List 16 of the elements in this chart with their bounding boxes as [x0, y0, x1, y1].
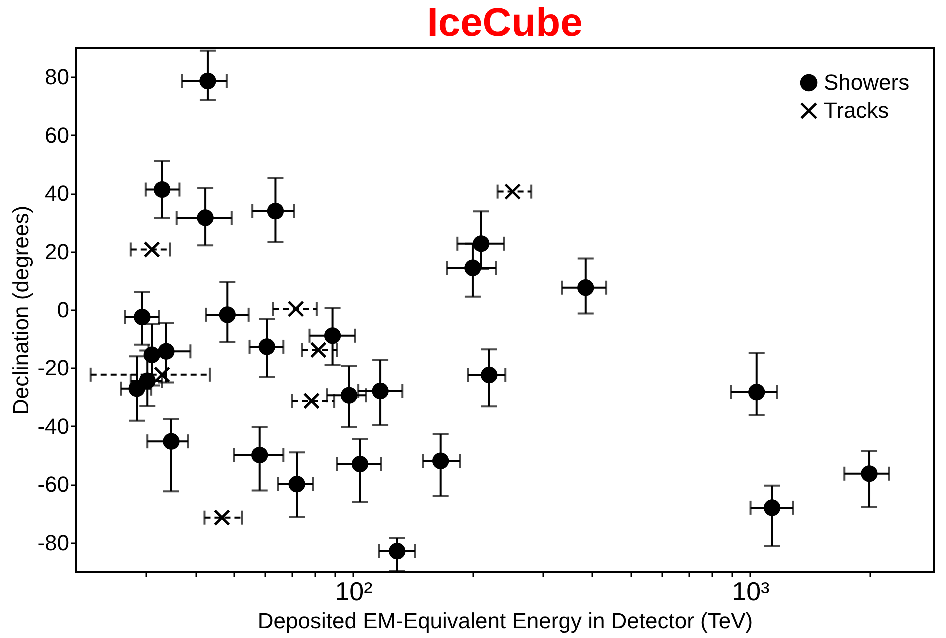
y-tick-label: -20	[38, 356, 70, 381]
x-tick-label: 10³	[732, 576, 770, 606]
y-tick-label: 80	[45, 64, 70, 90]
y-tick-label: -80	[38, 530, 70, 556]
y-axis-title: Declination (degrees)	[8, 206, 34, 416]
y-tick-label: 20	[45, 239, 70, 264]
y-tick-label: 60	[45, 122, 70, 148]
x-tick-label: 10²	[335, 576, 374, 606]
y-tick-label: -40	[38, 414, 70, 439]
y-tick-label: 0	[57, 298, 70, 322]
y-tick-label: 40	[45, 181, 70, 206]
x-axis-title: Deposited EM-Equivalent Energy in Detector (TeV)	[258, 608, 754, 634]
legend-label: Tracks	[824, 98, 890, 123]
legend-label: Showers	[824, 70, 910, 95]
y-tick-label: -60	[38, 472, 70, 498]
chart-title: IceCube	[427, 1, 583, 45]
